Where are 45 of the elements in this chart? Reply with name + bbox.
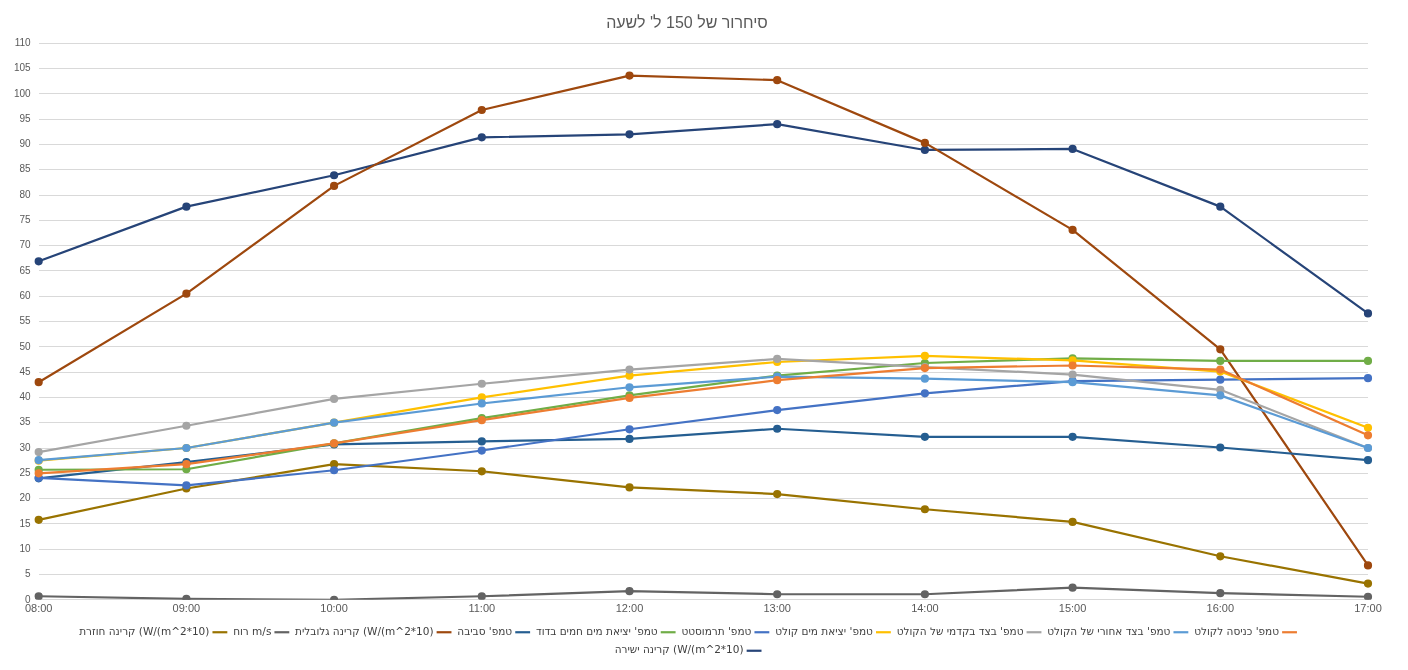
legend-label: קרינה חוזרת (W/(m^2*10) <box>79 624 210 637</box>
y-tick-label: 45 <box>19 365 32 377</box>
y-tick-label: 90 <box>19 138 32 150</box>
y-tick-label: 70 <box>19 239 32 251</box>
legend-label: טמפ' בצד בקדמי של הקולט <box>896 624 1024 637</box>
y-tick-label: 105 <box>14 62 32 74</box>
legend-label: טמפ' כניסה לקולט <box>1194 624 1280 637</box>
legend-label: קרינה ישירה (W/(m^2*10) <box>614 643 744 656</box>
chart-title: סיחרור של 150 ל' לשעה <box>606 14 768 32</box>
legend-label: טמפ' יציאת מים חמים בדוד <box>535 624 658 637</box>
y-tick-label: 65 <box>19 264 32 276</box>
y-tick-label: 80 <box>19 188 32 200</box>
x-tick-label: 10:00 <box>320 602 348 615</box>
legend-label: רוח m/s <box>233 624 272 637</box>
x-tick-label: 13:00 <box>763 602 791 615</box>
y-tick-label: 35 <box>19 416 32 428</box>
y-tick-label: 15 <box>19 517 32 529</box>
y-tick-label: 60 <box>19 289 32 301</box>
y-tick-label: 55 <box>19 315 32 327</box>
legend-label: טמפ' סביבה <box>457 624 513 637</box>
y-tick-label: 75 <box>19 214 32 226</box>
y-tick-label: 5 <box>25 568 32 580</box>
y-tick-label: 40 <box>19 391 32 403</box>
x-tick-label: 11:00 <box>468 602 496 615</box>
legend-label: טמפ' בצד אחורי של הקולט <box>1047 624 1171 637</box>
y-tick-label: 85 <box>19 163 32 175</box>
x-tick-label: 09:00 <box>172 602 201 615</box>
y-tick-label: 100 <box>14 87 32 99</box>
legend-label: קרינה גלובלית (W/(m^2*10) <box>295 624 434 637</box>
x-tick-label: 12:00 <box>615 602 644 615</box>
x-tick-label: 17:00 <box>1354 602 1382 615</box>
y-tick-label: 30 <box>19 441 32 453</box>
y-tick-label: 0 <box>25 593 32 605</box>
y-tick-label: 95 <box>19 112 32 124</box>
legend-label: טמפ' תרמוסטט <box>681 624 752 637</box>
x-tick-label: 14:00 <box>911 602 939 615</box>
x-tick-label: 16:00 <box>1206 602 1235 615</box>
y-tick-label: 110 <box>14 36 32 48</box>
y-tick-label: 25 <box>19 467 32 479</box>
y-tick-label: 10 <box>19 542 32 554</box>
y-tick-label: 50 <box>19 340 32 352</box>
x-tick-label: 08:00 <box>24 602 53 615</box>
legend-label: טמפ' יציאת מים קולט <box>775 624 874 637</box>
y-tick-label: 20 <box>19 492 32 504</box>
x-tick-label: 15:00 <box>1058 602 1087 615</box>
